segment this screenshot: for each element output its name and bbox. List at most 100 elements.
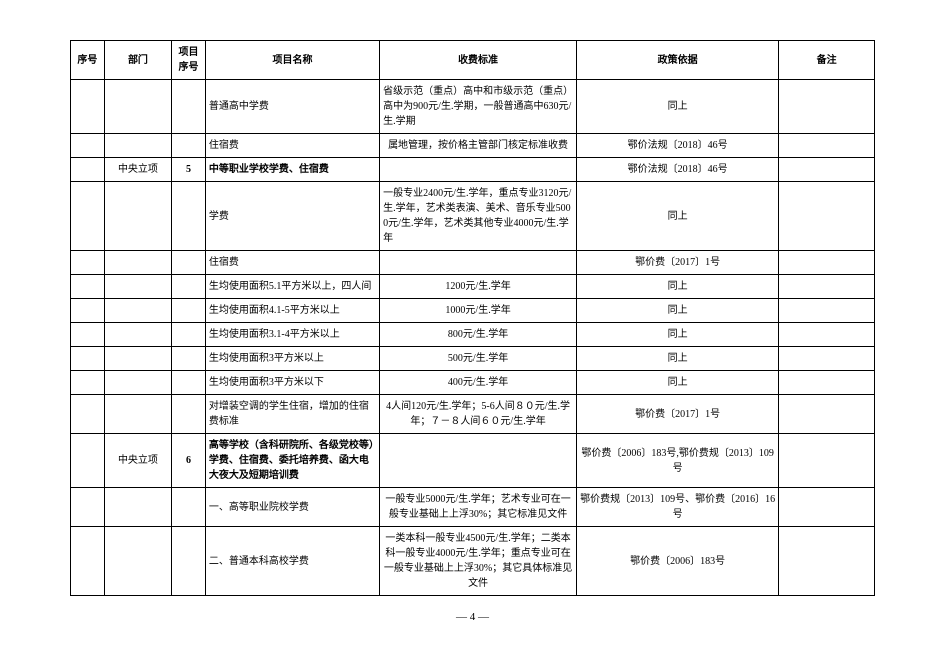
cell-policy: 鄂价费〔2017〕1号 [576, 395, 778, 434]
cell-name: 生均使用面积3平方米以下 [205, 371, 379, 395]
cell-name: 生均使用面积3平方米以上 [205, 347, 379, 371]
table-row: 生均使用面积3.1-4平方米以上 800元/生.学年 同上 [71, 323, 875, 347]
cell-name: 学费 [205, 182, 379, 251]
cell [71, 371, 105, 395]
cell-fee: 省级示范（重点）高中和市级示范（重点）高中为900元/生.学期，一般普通高中63… [380, 80, 577, 134]
cell [104, 251, 171, 275]
cell [172, 299, 206, 323]
cell-policy: 同上 [576, 371, 778, 395]
cell-fee: 800元/生.学年 [380, 323, 577, 347]
cell [779, 134, 875, 158]
cell-policy: 同上 [576, 347, 778, 371]
cell [71, 527, 105, 596]
cell [104, 275, 171, 299]
cell [172, 347, 206, 371]
cell [104, 395, 171, 434]
cell [104, 347, 171, 371]
cell-fee: 400元/生.学年 [380, 371, 577, 395]
cell [104, 527, 171, 596]
cell-fee: 一类本科一般专业4500元/生.学年；二类本科一般专业4000元/生.学年；重点… [380, 527, 577, 596]
cell [104, 80, 171, 134]
cell [71, 347, 105, 371]
cell [779, 371, 875, 395]
cell [779, 395, 875, 434]
table-row: 对增装空调的学生住宿，增加的住宿费标准 4人间120元/生.学年；5-6人间８０… [71, 395, 875, 434]
cell-name: 普通高中学费 [205, 80, 379, 134]
cell-name: 生均使用面积3.1-4平方米以上 [205, 323, 379, 347]
cell [172, 251, 206, 275]
cell [104, 182, 171, 251]
cell [104, 323, 171, 347]
cell [172, 323, 206, 347]
header-row: 序号 部门 项目序号 项目名称 收费标准 政策依据 备注 [71, 41, 875, 80]
cell [71, 323, 105, 347]
cell [779, 488, 875, 527]
table-row: 学费 一般专业2400元/生.学年，重点专业3120元/生.学年，艺术类表演、美… [71, 182, 875, 251]
cell [779, 299, 875, 323]
cell [71, 80, 105, 134]
cell-num: 5 [172, 158, 206, 182]
cell-fee: 4人间120元/生.学年；5-6人间８０元/生.学年；７－８人间６０元/生.学年 [380, 395, 577, 434]
fee-table: 序号 部门 项目序号 项目名称 收费标准 政策依据 备注 普通高中学费 省级示范… [70, 40, 875, 596]
table-row: 生均使用面积3平方米以下 400元/生.学年 同上 [71, 371, 875, 395]
cell-policy: 同上 [576, 80, 778, 134]
cell [172, 80, 206, 134]
cell [779, 323, 875, 347]
cell-name: 住宿费 [205, 251, 379, 275]
cell [71, 434, 105, 488]
table-row: 二、普通本科高校学费 一类本科一般专业4500元/生.学年；二类本科一般专业40… [71, 527, 875, 596]
table-row: 生均使用面积5.1平方米以上，四人间 1200元/生.学年 同上 [71, 275, 875, 299]
page-number: — 4 — [70, 611, 875, 623]
table-row: 生均使用面积3平方米以上 500元/生.学年 同上 [71, 347, 875, 371]
cell [779, 182, 875, 251]
cell-fee [380, 251, 577, 275]
table-row: 住宿费 鄂价费〔2017〕1号 [71, 251, 875, 275]
cell [779, 158, 875, 182]
cell [71, 158, 105, 182]
cell [779, 527, 875, 596]
cell [104, 134, 171, 158]
cell [172, 488, 206, 527]
header-itemname: 项目名称 [205, 41, 379, 80]
cell-name: 一、高等职业院校学费 [205, 488, 379, 527]
cell [172, 134, 206, 158]
cell-policy: 鄂价费〔2006〕183号,鄂价费规〔2013〕109号 [576, 434, 778, 488]
header-remark: 备注 [779, 41, 875, 80]
cell [71, 275, 105, 299]
cell-name: 对增装空调的学生住宿，增加的住宿费标准 [205, 395, 379, 434]
header-itemnum: 项目序号 [172, 41, 206, 80]
cell-name: 中等职业学校学费、住宿费 [205, 158, 379, 182]
cell [172, 275, 206, 299]
cell [71, 299, 105, 323]
table-row: 生均使用面积4.1-5平方米以上 1000元/生.学年 同上 [71, 299, 875, 323]
cell-fee [380, 158, 577, 182]
cell [104, 488, 171, 527]
cell-name: 生均使用面积5.1平方米以上，四人间 [205, 275, 379, 299]
cell [172, 371, 206, 395]
cell [71, 182, 105, 251]
cell-fee: 1000元/生.学年 [380, 299, 577, 323]
cell-fee: 属地管理，按价格主管部门核定标准收费 [380, 134, 577, 158]
cell [104, 371, 171, 395]
table-row: 住宿费 属地管理，按价格主管部门核定标准收费 鄂价法规〔2018〕46号 [71, 134, 875, 158]
cell [71, 134, 105, 158]
cell-policy: 鄂价法规〔2018〕46号 [576, 134, 778, 158]
cell-policy: 鄂价费〔2017〕1号 [576, 251, 778, 275]
cell-policy: 同上 [576, 182, 778, 251]
header-dept: 部门 [104, 41, 171, 80]
cell [71, 251, 105, 275]
cell [779, 251, 875, 275]
cell [71, 488, 105, 527]
cell-fee: 一般专业5000元/生.学年；艺术专业可在一般专业基础上上浮30%；其它标准见文… [380, 488, 577, 527]
cell-policy: 鄂价法规〔2018〕46号 [576, 158, 778, 182]
cell [779, 434, 875, 488]
cell-policy: 鄂价费规〔2013〕109号、鄂价费〔2016〕16号 [576, 488, 778, 527]
cell-policy: 鄂价费〔2006〕183号 [576, 527, 778, 596]
cell [779, 275, 875, 299]
cell-name: 生均使用面积4.1-5平方米以上 [205, 299, 379, 323]
cell-policy: 同上 [576, 275, 778, 299]
cell-dept: 中央立项 [104, 434, 171, 488]
cell-policy: 同上 [576, 299, 778, 323]
cell [71, 395, 105, 434]
cell [779, 80, 875, 134]
